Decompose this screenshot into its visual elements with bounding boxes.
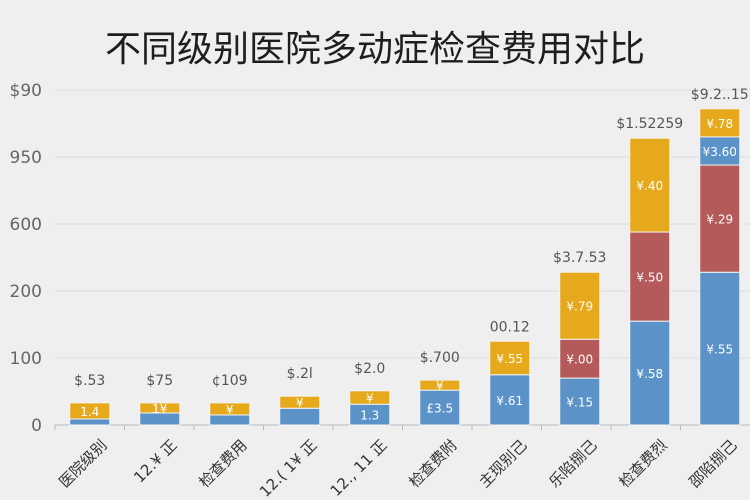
- bar-segment: [209, 402, 251, 416]
- segment-label: ¥.58: [636, 367, 663, 381]
- x-tick-label: 12.( 1¥ 正: [256, 436, 321, 500]
- bar-segment: [559, 271, 601, 340]
- segment-label: ¥: [226, 403, 234, 417]
- bar-segment: [489, 374, 531, 426]
- segment-label: 1.3: [360, 409, 379, 423]
- segment-label: ¥3.60: [703, 145, 737, 159]
- y-tick-label: $90: [10, 81, 42, 101]
- segment-label: ¥: [366, 392, 374, 406]
- x-tick-label: 乐陷捌己: [545, 436, 600, 491]
- x-tick-label: 12., 11 正: [327, 436, 391, 500]
- bar-segment: [559, 377, 601, 426]
- x-tick-label: 检查费用: [195, 436, 250, 491]
- segment-label: ¥.78: [706, 117, 733, 131]
- bar-segment: [699, 271, 741, 426]
- segment-label: ¥.61: [496, 394, 523, 408]
- total-label: $9.2..15: [691, 87, 749, 103]
- total-label: $2.0: [354, 361, 385, 377]
- segment-label: ¥.55: [496, 352, 523, 366]
- bar-segment: [279, 395, 321, 409]
- chart-title: 不同级别医院多动症检查费用对比: [104, 29, 645, 70]
- bar-segment: [699, 108, 741, 138]
- bar-segment: [279, 407, 321, 426]
- bar-segment: [349, 390, 391, 405]
- bar-segment: [629, 137, 671, 233]
- total-label: $1.52259: [616, 116, 683, 132]
- segment-label: ¥.00: [566, 353, 593, 367]
- bar-segment: [419, 389, 461, 426]
- bar-segment: [139, 402, 181, 414]
- bar-segment: [69, 418, 111, 426]
- bar-segment: [69, 402, 111, 420]
- x-tick-label: 医院级别: [55, 436, 110, 491]
- y-tick-label: 200: [10, 282, 42, 302]
- y-tick-label: 600: [10, 215, 42, 235]
- segment-label: £3.5: [426, 402, 453, 416]
- bar-segment: [559, 338, 601, 379]
- bar-segment: [699, 164, 741, 273]
- segment-label: ¥: [296, 396, 304, 410]
- total-label: 00.12: [490, 319, 530, 335]
- x-tick-label: 12.¥ 正: [130, 436, 180, 486]
- y-tick-label: 100: [10, 349, 42, 369]
- segment-label: ¥.29: [706, 213, 733, 227]
- segment-label: ¥.50: [636, 271, 663, 285]
- x-tick-label: 邵陷捌己: [685, 436, 740, 491]
- segment-label: ¥.40: [636, 179, 663, 193]
- total-label: $.700: [420, 350, 460, 366]
- total-label: $3.7.53: [553, 250, 606, 266]
- bar-segment: [629, 320, 671, 426]
- y-tick-label: 0: [31, 416, 42, 436]
- bar-segment: [489, 340, 531, 376]
- bar-segment: [419, 379, 461, 391]
- total-label: $.2l: [287, 366, 313, 382]
- segment-label: 1¥: [152, 402, 168, 416]
- x-tick-label: 检查费附: [405, 436, 460, 491]
- total-label: $.53: [74, 373, 105, 389]
- x-tick-label: 检查费烈: [615, 436, 670, 491]
- total-label: $75: [146, 373, 173, 389]
- segment-label: ¥.55: [706, 343, 733, 357]
- total-label: ¢109: [212, 373, 248, 389]
- y-tick-label: 950: [10, 148, 42, 168]
- segment-label: ¥.79: [566, 300, 593, 314]
- segment-label: ¥.15: [566, 396, 593, 410]
- segment-label: ¥: [436, 379, 444, 393]
- segment-label: 1.4: [80, 405, 99, 419]
- x-tick-label: 主现别己: [475, 436, 530, 491]
- bar-segment: [629, 231, 671, 322]
